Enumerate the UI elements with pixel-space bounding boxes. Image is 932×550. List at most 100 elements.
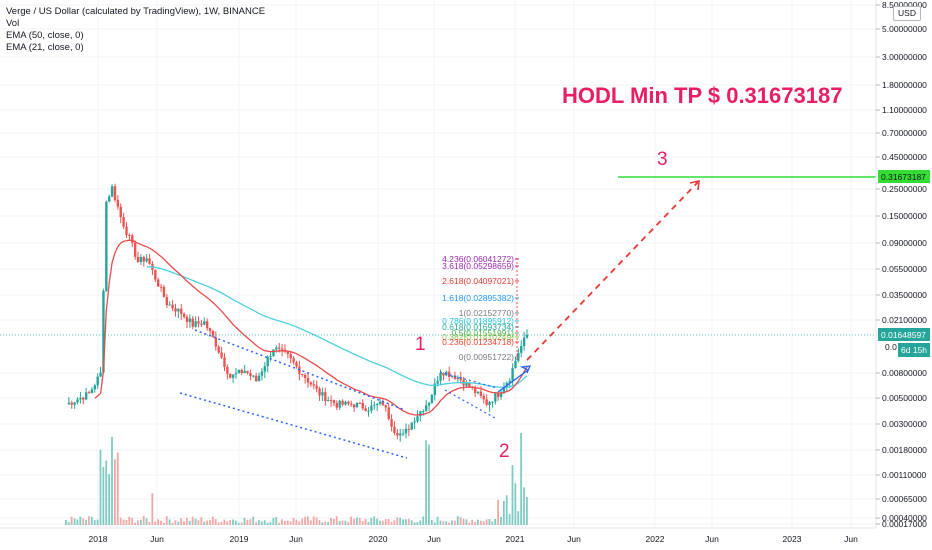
candle-body: [326, 400, 330, 402]
volume-bar: [278, 522, 281, 525]
volume-bar: [430, 519, 433, 525]
candle-body: [485, 399, 488, 406]
candle-body: [355, 402, 359, 408]
candle-body: [168, 304, 171, 306]
volume-bar: [85, 519, 87, 525]
ema21-line: [94, 239, 528, 416]
candle-body: [157, 279, 160, 287]
currency-badge[interactable]: USD: [893, 6, 921, 21]
volume-bar: [384, 519, 387, 525]
wave-1-label: 1: [415, 334, 426, 355]
candle-body: [341, 400, 344, 405]
candle-body: [488, 401, 491, 406]
volume-bar: [451, 520, 453, 525]
volume-bar: [67, 522, 70, 525]
time-axis[interactable]: 2018 Jun 2019 Jun 2020 Jun 2021 Jun 2022 Jun 2023 J…: [0, 527, 876, 544]
ema50-legend[interactable]: EMA (50, close, 0): [6, 30, 84, 41]
volume-bar: [298, 521, 301, 525]
volume-bar: [142, 516, 145, 525]
candle-body: [514, 360, 517, 368]
candle-body: [208, 328, 212, 331]
volume-bar: [445, 521, 448, 525]
candle-body: [459, 377, 462, 381]
price-axis[interactable]: 8.50000000 5.00000000 3.00000000 1.80000000…: [875, 0, 927, 529]
candle-body: [73, 402, 76, 405]
candle-body: [128, 234, 131, 236]
volume-bar: [116, 452, 119, 525]
candle-body: [450, 375, 454, 377]
candle-body: [309, 382, 313, 385]
candle-body: [234, 373, 238, 375]
volume-bar: [491, 521, 494, 525]
time-tick-label: 2022: [646, 534, 665, 544]
candle-body: [249, 373, 252, 377]
candle-body: [237, 369, 241, 374]
volume-bar: [387, 519, 390, 525]
volume-bar: [468, 522, 471, 525]
fib-level-label: 0.236(0.01234718): [442, 337, 514, 347]
candle-body: [292, 358, 295, 363]
volume-bar: [307, 516, 309, 525]
volume-bar: [263, 520, 266, 525]
volume-bar: [419, 520, 422, 525]
volume-bar: [148, 521, 151, 525]
candle-body: [321, 392, 324, 396]
volume-bar: [260, 521, 263, 525]
volume-bar: [128, 516, 131, 525]
candle-body: [448, 371, 451, 377]
candle-body: [116, 199, 120, 207]
volume-bar: [186, 517, 188, 525]
candle-body: [324, 392, 327, 402]
price-tick-label: 5.00000000: [882, 24, 927, 34]
volume-legend[interactable]: Vol: [6, 18, 20, 29]
candle-body: [266, 356, 269, 367]
volume-bar: [191, 516, 194, 525]
volume-bar: [162, 522, 165, 525]
volume-bar: [485, 519, 488, 525]
volume-bar: [160, 520, 162, 525]
candle-body: [465, 382, 468, 386]
ema21-legend[interactable]: EMA (21, close, 0): [6, 42, 84, 53]
volume-bar: [197, 520, 200, 525]
price-tick-label: 0.00180000: [882, 445, 927, 455]
volume-bar: [416, 522, 419, 525]
volume-bar: [108, 474, 111, 525]
volume-bar: [99, 449, 102, 525]
candle-body: [191, 318, 194, 327]
time-tick-label: Jun: [427, 534, 441, 544]
candle-body: [240, 369, 243, 374]
volume-bar: [292, 517, 295, 525]
candle-body: [378, 401, 382, 404]
volume-bar: [462, 518, 465, 525]
price-tick-label: 0.70000000: [882, 128, 927, 138]
candle-body: [171, 304, 174, 309]
volume-bar: [511, 465, 514, 525]
volume-bar: [442, 521, 445, 525]
volume-bar: [105, 460, 108, 525]
candle-body: [479, 391, 483, 396]
candle-body: [217, 346, 220, 353]
volume-bar: [223, 519, 226, 525]
volume-bar: [111, 436, 113, 525]
volume-bars: [65, 433, 528, 525]
symbol-title[interactable]: Verge / US Dollar (calculated by Trading…: [6, 6, 266, 17]
candle-body: [122, 217, 125, 227]
candle-body: [375, 403, 379, 405]
candle-body: [329, 400, 333, 402]
volume-bar: [471, 519, 474, 525]
candle-body: [260, 371, 264, 376]
candle-body: [350, 403, 353, 405]
candle-body: [335, 403, 339, 408]
candle-body: [416, 416, 419, 422]
volume-bar: [304, 516, 306, 525]
volume-bar: [134, 522, 136, 525]
volume-bar: [436, 516, 439, 525]
volume-bar: [246, 519, 249, 525]
volume-bar: [139, 519, 142, 525]
volume-bar: [517, 511, 520, 525]
candle-body: [197, 321, 200, 324]
candle-body: [384, 405, 388, 408]
candle-body: [269, 356, 272, 358]
volume-bar: [335, 516, 338, 525]
